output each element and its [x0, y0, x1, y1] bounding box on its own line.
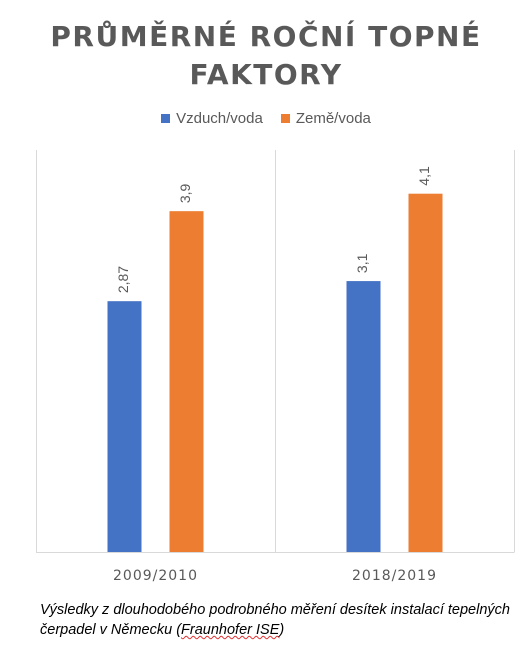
- x-tick-label: 2018/2019: [352, 568, 437, 584]
- legend-item-series-1: Vzduch/voda: [161, 110, 263, 127]
- data-label: 2,87: [115, 266, 131, 293]
- bar-zeme-voda: [408, 193, 443, 552]
- data-label: 3,1: [354, 253, 370, 273]
- data-label: 3,9: [177, 183, 193, 203]
- legend-swatch-series-2: [280, 114, 290, 123]
- chart-title-line-2: FAKTORY: [189, 58, 343, 91]
- legend-label-series-2: Země/voda: [295, 110, 371, 127]
- bar-zeme-voda: [169, 211, 204, 552]
- legend: Vzduch/voda Země/voda: [0, 110, 532, 127]
- x-tick-label: 2009/2010: [113, 568, 198, 584]
- bar-vzduch-voda: [107, 301, 142, 552]
- data-label: 4,1: [416, 166, 432, 186]
- legend-swatch-series-1: [161, 114, 171, 123]
- chart-caption: Výsledky z dlouhodobého podrobného měřen…: [40, 600, 520, 640]
- legend-label-series-1: Vzduch/voda: [176, 110, 263, 127]
- caption-source: Fraunhofer ISE: [181, 622, 280, 638]
- chart-title-line-1: PRŮMĚRNÉ ROČNÍ TOPNÉ: [50, 20, 482, 53]
- caption-text-end: ): [279, 622, 285, 638]
- caption-text: Výsledky z dlouhodobého podrobného měřen…: [40, 602, 510, 638]
- legend-item-series-2: Země/voda: [280, 110, 371, 127]
- chart-title: PRŮMĚRNÉ ROČNÍ TOPNÉ FAKTORY: [0, 18, 532, 94]
- bar-vzduch-voda: [346, 281, 381, 552]
